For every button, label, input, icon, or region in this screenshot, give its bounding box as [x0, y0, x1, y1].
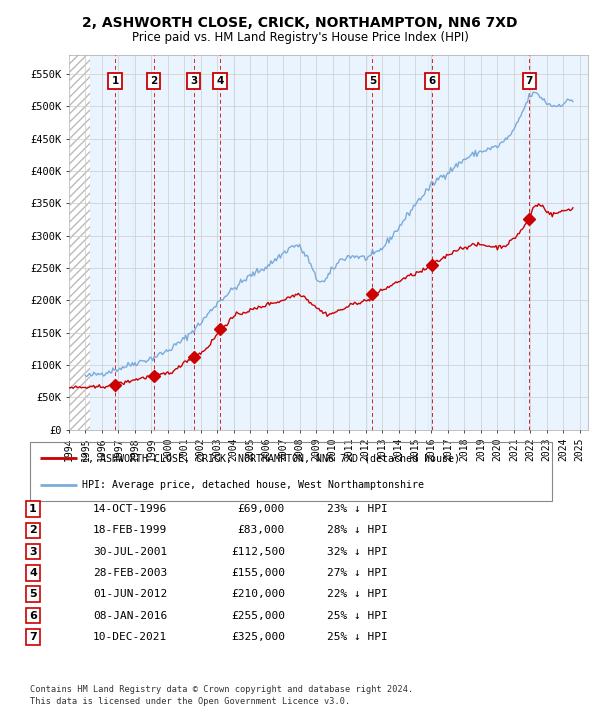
Text: £210,000: £210,000: [231, 589, 285, 599]
Text: 7: 7: [29, 632, 37, 642]
Text: £83,000: £83,000: [238, 525, 285, 535]
Text: 30-JUL-2001: 30-JUL-2001: [93, 547, 167, 557]
Text: 4: 4: [29, 568, 37, 578]
Bar: [191, 55, 234, 430]
Bar: [234, 55, 367, 430]
Text: Contains HM Land Registry data © Crown copyright and database right 2024.: Contains HM Land Registry data © Crown c…: [30, 685, 413, 694]
Text: 6: 6: [29, 611, 37, 621]
Text: £155,000: £155,000: [231, 568, 285, 578]
Text: 2, ASHWORTH CLOSE, CRICK, NORTHAMPTON, NN6 7XD (detached house): 2, ASHWORTH CLOSE, CRICK, NORTHAMPTON, N…: [82, 453, 460, 463]
Bar: [428, 55, 526, 430]
Text: 01-JUN-2012: 01-JUN-2012: [93, 589, 167, 599]
Text: 22% ↓ HPI: 22% ↓ HPI: [327, 589, 388, 599]
Text: 2: 2: [29, 525, 37, 535]
Text: Price paid vs. HM Land Registry's House Price Index (HPI): Price paid vs. HM Land Registry's House …: [131, 31, 469, 43]
Text: 4: 4: [216, 76, 224, 86]
Text: 10-DEC-2021: 10-DEC-2021: [93, 632, 167, 642]
Text: 2, ASHWORTH CLOSE, CRICK, NORTHAMPTON, NN6 7XD: 2, ASHWORTH CLOSE, CRICK, NORTHAMPTON, N…: [82, 16, 518, 30]
Bar: [91, 55, 133, 430]
Text: 3: 3: [190, 76, 197, 86]
Text: 1: 1: [29, 504, 37, 514]
Text: This data is licensed under the Open Government Licence v3.0.: This data is licensed under the Open Gov…: [30, 697, 350, 706]
Text: 1: 1: [112, 76, 119, 86]
Text: 28% ↓ HPI: 28% ↓ HPI: [327, 525, 388, 535]
Text: 27% ↓ HPI: 27% ↓ HPI: [327, 568, 388, 578]
Text: 08-JAN-2016: 08-JAN-2016: [93, 611, 167, 621]
Text: 2: 2: [150, 76, 157, 86]
Text: 7: 7: [526, 76, 533, 86]
Text: 23% ↓ HPI: 23% ↓ HPI: [327, 504, 388, 514]
Text: 5: 5: [29, 589, 37, 599]
Text: 3: 3: [29, 547, 37, 557]
Bar: [133, 55, 191, 430]
Bar: [526, 55, 588, 430]
Text: £69,000: £69,000: [238, 504, 285, 514]
Text: £112,500: £112,500: [231, 547, 285, 557]
Bar: [367, 55, 428, 430]
Text: 32% ↓ HPI: 32% ↓ HPI: [327, 547, 388, 557]
Text: 25% ↓ HPI: 25% ↓ HPI: [327, 611, 388, 621]
Text: HPI: Average price, detached house, West Northamptonshire: HPI: Average price, detached house, West…: [82, 480, 424, 490]
Text: 5: 5: [369, 76, 376, 86]
Bar: [69, 55, 91, 430]
Text: 28-FEB-2003: 28-FEB-2003: [93, 568, 167, 578]
Text: 25% ↓ HPI: 25% ↓ HPI: [327, 632, 388, 642]
Text: 14-OCT-1996: 14-OCT-1996: [93, 504, 167, 514]
Text: £255,000: £255,000: [231, 611, 285, 621]
Text: £325,000: £325,000: [231, 632, 285, 642]
Text: 18-FEB-1999: 18-FEB-1999: [93, 525, 167, 535]
Text: 6: 6: [428, 76, 436, 86]
